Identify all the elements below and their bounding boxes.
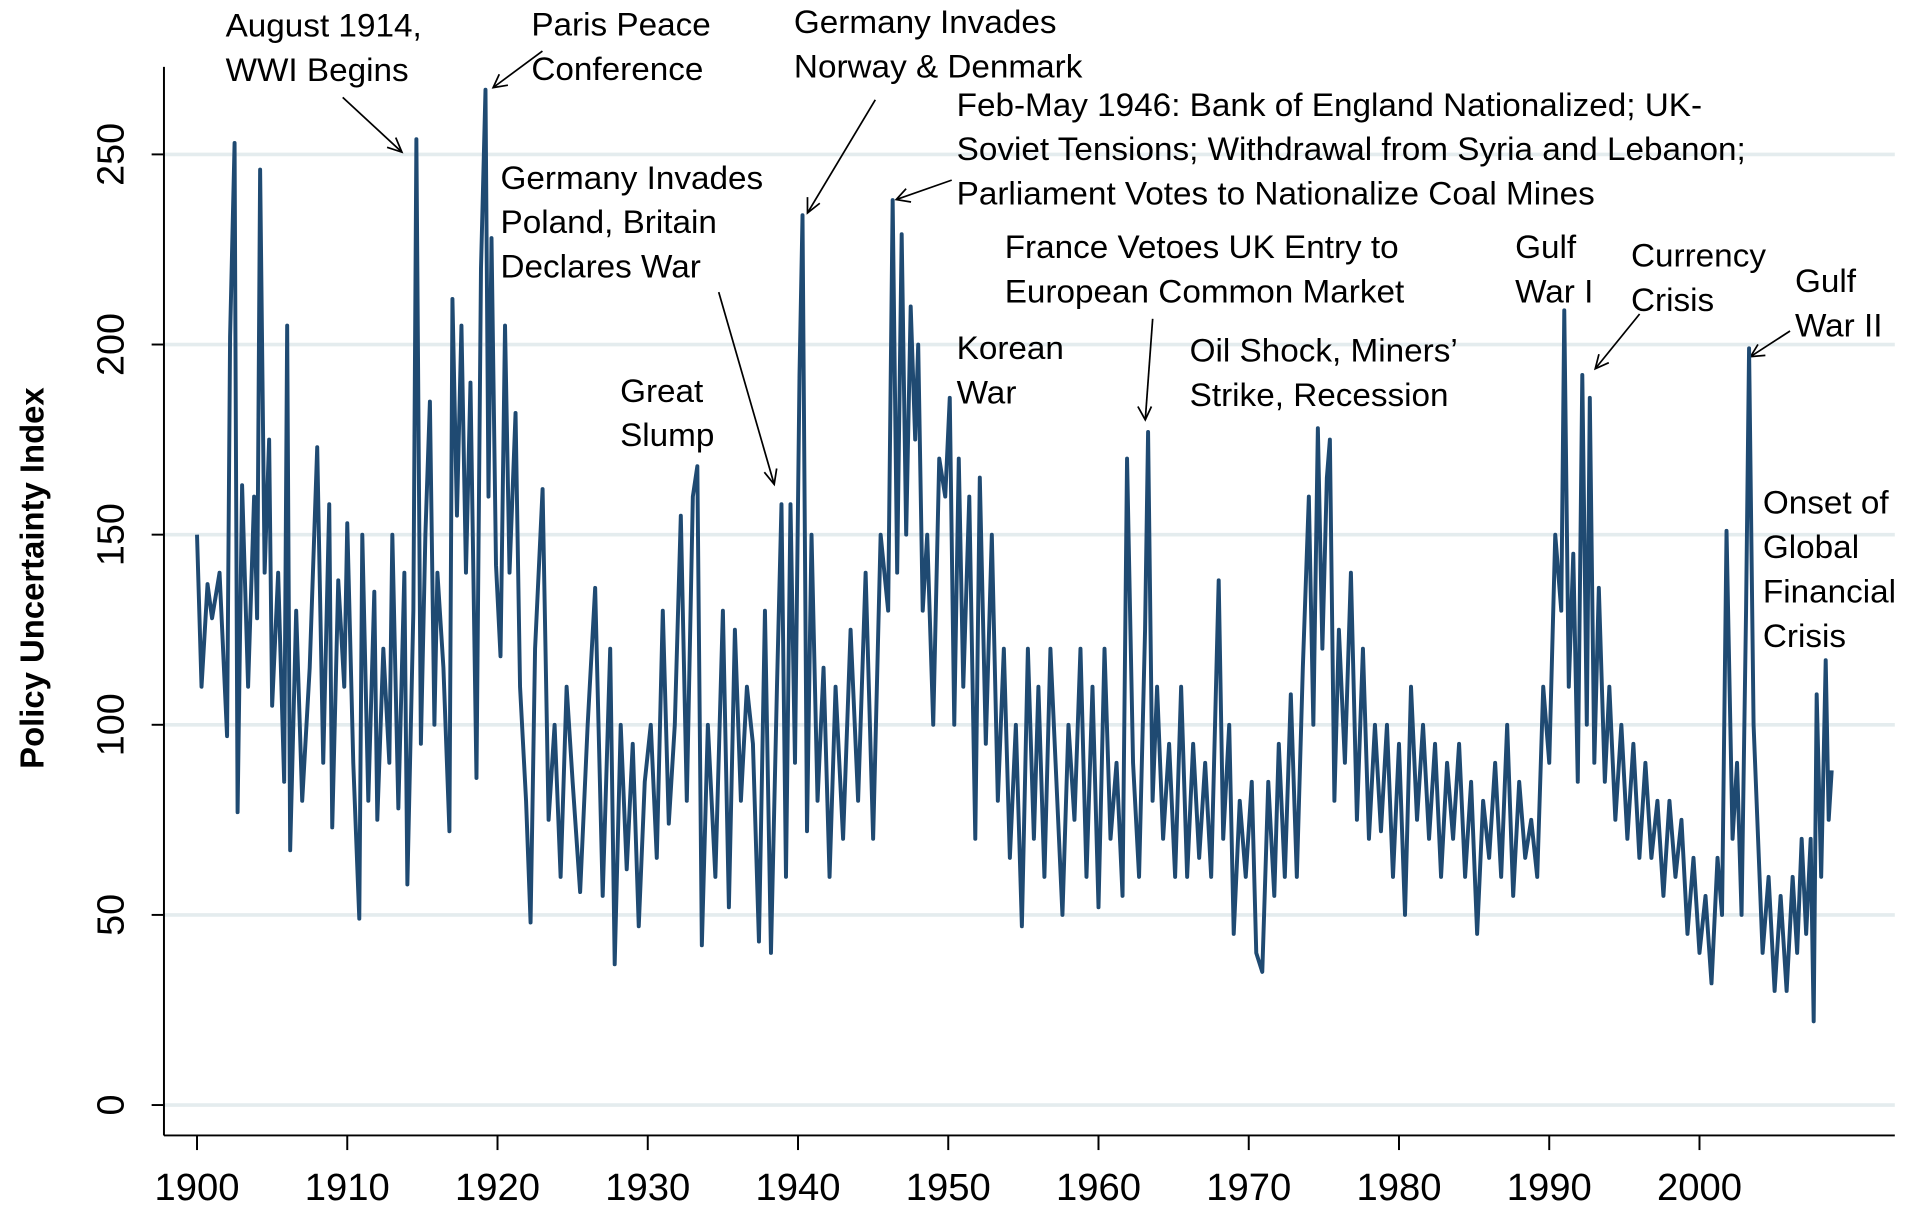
- arrow-head: [491, 73, 509, 89]
- annotation: Great: [620, 373, 703, 410]
- arrow: [1594, 313, 1641, 370]
- annotation: Norway & Denmark: [794, 49, 1083, 86]
- annotation: Oil Shock, Miners’: [1190, 333, 1458, 370]
- arrow: [717, 291, 776, 485]
- annotation: War I: [1515, 274, 1593, 311]
- x-tick-label: 1940: [755, 1167, 840, 1209]
- arrow-head: [806, 197, 821, 215]
- annotation: Gulf: [1795, 263, 1857, 300]
- annotation: Slump: [620, 417, 714, 454]
- annotation: Korean: [957, 330, 1064, 367]
- annotation: War II: [1795, 308, 1882, 345]
- annotation: Soviet Tensions; Withdrawal from Syria a…: [957, 131, 1746, 168]
- annotation: Parliament Votes to Nationalize Coal Min…: [957, 176, 1595, 213]
- x-tick-label: 1960: [1056, 1167, 1141, 1209]
- y-tick-label: 0: [90, 1095, 132, 1116]
- annotation: Gulf: [1515, 229, 1577, 266]
- arrows: [342, 50, 1791, 487]
- x-tick-label: 1900: [155, 1167, 240, 1209]
- annotation: France Vetoes UK Entry to: [1005, 229, 1399, 266]
- annotation: Global: [1763, 529, 1859, 566]
- data-line: [195, 87, 1834, 1024]
- y-tick-label: 200: [90, 313, 132, 376]
- x-tick-label: 1920: [455, 1167, 540, 1209]
- x-tick-label: 1930: [605, 1167, 690, 1209]
- annotation: Germany Invades: [794, 4, 1057, 41]
- arrow: [806, 99, 877, 214]
- x-tick-label: 1970: [1206, 1167, 1291, 1209]
- x-tick-label: 1910: [305, 1167, 390, 1209]
- annotation: Paris Peace: [531, 7, 710, 44]
- annotation: Crisis: [1631, 282, 1714, 319]
- x-tick-label: 2000: [1657, 1167, 1742, 1209]
- arrow-head: [1593, 353, 1610, 371]
- annotation: WWI Begins: [226, 52, 409, 89]
- annotation: Poland, Britain: [501, 204, 717, 241]
- y-tick-label: 150: [90, 503, 132, 566]
- annotation: Strike, Recession: [1190, 377, 1449, 414]
- x-tick-label: 1980: [1356, 1167, 1441, 1209]
- annotation: Crisis: [1763, 618, 1846, 655]
- arrow: [1750, 330, 1791, 358]
- annotation: War: [957, 375, 1017, 412]
- y-tick-label: 50: [90, 894, 132, 936]
- annotation: Onset of: [1763, 485, 1890, 522]
- annotation: Conference: [531, 51, 703, 88]
- annotation: Feb-May 1946: Bank of England Nationaliz…: [957, 87, 1702, 124]
- y-tick-label: 100: [90, 693, 132, 756]
- annotation: August 1914,: [226, 8, 422, 45]
- y-tick-label: 250: [90, 123, 132, 186]
- annotation: Declares War: [501, 249, 701, 286]
- arrow-head: [763, 468, 778, 487]
- arrow: [342, 96, 403, 153]
- arrow: [895, 179, 953, 201]
- annotation: European Common Market: [1005, 274, 1404, 311]
- y-axis-label: Policy Uncertainty Index: [14, 387, 51, 769]
- annotation: Currency: [1631, 238, 1766, 275]
- arrow-head: [894, 188, 912, 203]
- arrow-head: [1137, 406, 1153, 422]
- arrow: [492, 50, 543, 89]
- annotation: Germany Invades: [501, 160, 764, 197]
- annotation: Financial: [1763, 574, 1896, 611]
- arrow: [1144, 318, 1154, 420]
- x-tick-label: 1950: [906, 1167, 991, 1209]
- arrow-head: [386, 137, 404, 154]
- x-tick-label: 1990: [1507, 1167, 1592, 1209]
